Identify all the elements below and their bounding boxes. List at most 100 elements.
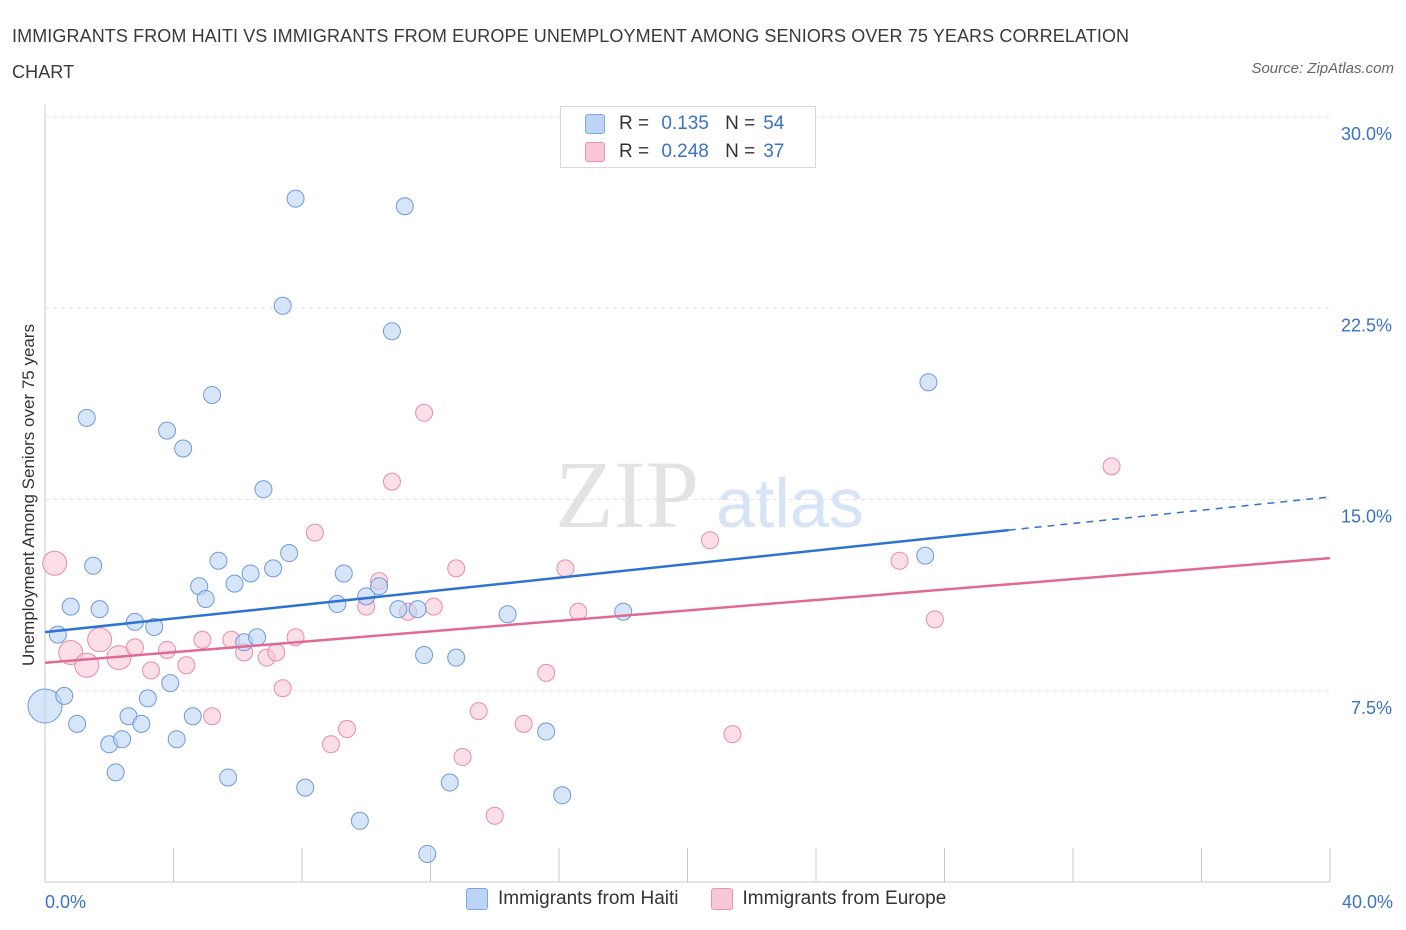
- europe-point: [890, 551, 909, 570]
- europe-point: [469, 702, 488, 721]
- y-tick-label: 15.0%: [1341, 507, 1392, 527]
- europe-point: [700, 531, 719, 550]
- europe-point: [424, 597, 443, 616]
- europe-point: [177, 656, 196, 675]
- haiti-point: [90, 600, 109, 619]
- haiti-point: [350, 811, 369, 830]
- haiti-point: [370, 577, 389, 596]
- europe-point: [415, 403, 434, 422]
- haiti-point: [225, 574, 244, 593]
- haiti-point: [48, 625, 67, 644]
- haiti-point: [55, 686, 74, 705]
- haiti-point: [553, 786, 572, 805]
- europe-point: [158, 640, 177, 659]
- haiti-point: [68, 714, 87, 733]
- haiti-point: [196, 589, 215, 608]
- europe-point: [453, 748, 472, 767]
- haiti-point: [328, 595, 347, 614]
- haiti-point: [132, 714, 151, 733]
- europe-legend-label: Immigrants from Europe: [742, 888, 947, 909]
- grid-layer: [45, 116, 1330, 692]
- haiti-point: [209, 551, 228, 570]
- europe-point: [447, 559, 466, 578]
- haiti-swatch: [585, 114, 605, 134]
- r-label: R =: [619, 141, 650, 162]
- haiti-point: [395, 197, 414, 216]
- x-tick-label: 0.0%: [45, 892, 86, 912]
- europe-point: [125, 638, 144, 657]
- haiti-point: [614, 602, 633, 621]
- europe-point: [556, 559, 575, 578]
- europe-point: [42, 550, 68, 576]
- haiti-point: [241, 564, 260, 583]
- legend-row-europe: R = 0.248 N = 37: [585, 138, 784, 166]
- haiti-point: [203, 385, 222, 404]
- tick-labels: 7.5% 15.0% 22.5% 30.0% 0.0% 40.0%: [45, 124, 1393, 912]
- series-legend: Immigrants from Haiti Immigrants from Eu…: [466, 888, 978, 910]
- haiti-point: [273, 296, 292, 315]
- europe-point: [321, 735, 340, 754]
- haiti-trend-extension: [1008, 496, 1331, 531]
- europe-point: [267, 643, 286, 662]
- haiti-legend-label: Immigrants from Haiti: [498, 888, 679, 909]
- correlation-legend: R = 0.135 N = 54 R = 0.248 N = 37: [560, 106, 816, 168]
- haiti-point: [916, 546, 935, 565]
- n-label: N =: [725, 113, 756, 134]
- haiti-point: [61, 597, 80, 616]
- haiti-point: [334, 564, 353, 583]
- haiti-point: [77, 408, 96, 427]
- haiti-point: [27, 688, 63, 724]
- europe-point: [273, 679, 292, 698]
- haiti-point: [389, 600, 408, 619]
- europe-point: [337, 720, 356, 738]
- europe-point: [203, 707, 222, 726]
- haiti-n-value: 54: [763, 113, 785, 134]
- haiti-point: [145, 618, 164, 636]
- europe-point: [87, 627, 113, 653]
- haiti-point: [84, 556, 103, 575]
- europe-point: [537, 663, 556, 682]
- watermark-atlas: atlas: [716, 464, 864, 542]
- haiti-point: [447, 648, 466, 667]
- haiti-point: [219, 768, 238, 787]
- europe-point: [193, 630, 212, 649]
- europe-point: [74, 652, 100, 678]
- y-tick-label: 30.0%: [1341, 124, 1392, 144]
- haiti-point: [382, 322, 401, 341]
- haiti-point: [106, 763, 125, 782]
- europe-swatch: [585, 142, 605, 162]
- haiti-point: [286, 189, 305, 208]
- haiti-point: [418, 844, 437, 863]
- haiti-trend-line: [44, 528, 1009, 634]
- haiti-point: [264, 559, 283, 578]
- haiti-point: [161, 674, 180, 693]
- y-tick-label: 22.5%: [1341, 315, 1392, 335]
- europe-point: [485, 806, 504, 825]
- europe-r-value: 0.248: [661, 141, 709, 162]
- legend-row-haiti: R = 0.135 N = 54: [585, 110, 784, 138]
- haiti-point: [919, 373, 938, 392]
- haiti-point: [498, 605, 517, 624]
- haiti-point: [183, 707, 202, 726]
- haiti-point: [280, 544, 299, 563]
- europe-point: [1102, 457, 1121, 476]
- haiti-point: [113, 730, 132, 749]
- legend-item-europe: Immigrants from Europe: [710, 888, 947, 910]
- r-label: R =: [619, 113, 650, 134]
- europe-n-value: 37: [763, 141, 785, 162]
- haiti-point: [138, 689, 157, 708]
- haiti-point: [174, 439, 193, 458]
- x-tick-label: 40.0%: [1342, 892, 1393, 912]
- europe-trend-line: [44, 556, 1331, 664]
- haiti-point: [248, 628, 267, 647]
- source-credit: Source: ZipAtlas.com: [1251, 60, 1394, 77]
- trend-layer: [44, 496, 1331, 664]
- haiti-point: [158, 421, 177, 440]
- haiti-legend-swatch: [466, 888, 488, 910]
- y-tick-label: 7.5%: [1351, 698, 1392, 718]
- chart-title: IMMIGRANTS FROM HAITI VS IMMIGRANTS FROM…: [12, 26, 1130, 82]
- europe-point: [723, 725, 742, 744]
- haiti-r-value: 0.135: [661, 113, 709, 134]
- haiti-point: [408, 600, 427, 619]
- haiti-point: [440, 773, 459, 792]
